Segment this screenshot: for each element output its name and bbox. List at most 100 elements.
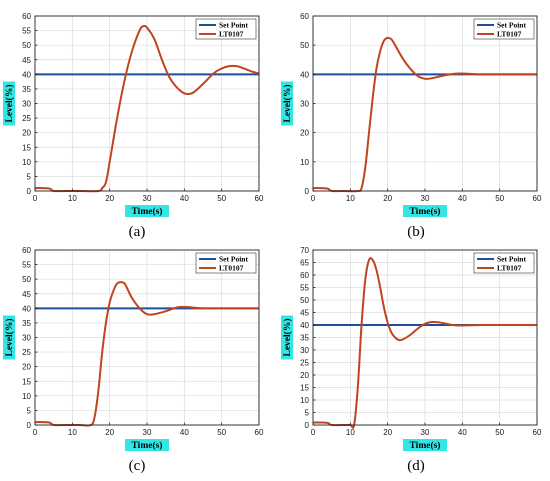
y-tick-label: 65 [300,259,309,268]
y-tick-label: 70 [300,246,309,255]
y-axis-label-highlight [3,81,15,126]
y-tick-label: 50 [22,41,31,50]
chart-panel-a: 0 10 20 30 40 50 60 0 5 10 15 20 25 30 35 40 45 50 55 60 Tim… [3,12,264,240]
chart-panel-c: 0 10 20 30 40 50 60 0 5 10 15 20 25 30 35 40 45 50 55 60 Tim… [3,246,264,474]
y-tick-label: 40 [22,304,31,313]
y-axis-label-group: Level(%) [281,81,293,126]
y-tick-label: 0 [305,421,310,430]
x-tick-label: 10 [68,428,77,437]
legend-label: Set Point [219,255,248,264]
x-tick-label: 40 [180,194,189,203]
y-tick-label: 25 [22,114,31,123]
x-tick-label: 50 [495,428,504,437]
y-tick-label: 15 [22,377,31,386]
y-tick-label: 0 [27,187,32,196]
x-tick-label: 40 [180,428,189,437]
x-tick-label: 60 [255,194,264,203]
x-axis-label-highlight [403,439,447,451]
y-tick-label: 35 [22,319,31,328]
y-axis-label: Level(%) [4,85,15,123]
x-tick-label: 40 [458,194,467,203]
x-tick-label: 20 [105,428,114,437]
y-tick-label: 60 [300,12,309,21]
y-tick-label: 20 [22,129,31,138]
x-axis-label-highlight [403,205,447,217]
x-tick-label: 20 [383,194,392,203]
y-tick-label: 50 [300,296,309,305]
y-tick-label: 30 [22,334,31,343]
x-axis-label: Time(s) [132,440,163,451]
y-axis-label: Level(%) [282,319,293,357]
y-tick-label: 20 [300,129,309,138]
y-tick-label: 45 [22,56,31,65]
chart-panel-d: 0 10 20 30 40 50 60 0 5 10 15 20 25 30 35 40 45 50 55 60 65 7… [281,246,542,474]
y-tick-label: 30 [22,100,31,109]
y-axis-label: Level(%) [4,319,15,357]
y-tick-label: 60 [300,271,309,280]
y-tick-label: 25 [300,359,309,368]
y-tick-label: 55 [22,261,31,270]
y-tick-label: 15 [300,384,309,393]
y-tick-label: 40 [300,70,309,79]
x-tick-label: 60 [533,428,542,437]
panel-caption: (b) [407,224,425,240]
y-tick-label: 5 [305,409,310,418]
y-tick-label: 35 [22,85,31,94]
y-axis-label-highlight [281,81,293,126]
legend-label: Set Point [497,21,526,30]
y-tick-label: 25 [22,348,31,357]
x-tick-label: 10 [346,428,355,437]
x-axis-label-highlight [125,205,169,217]
y-tick-label: 55 [22,27,31,36]
legend-label: LT0107 [497,264,522,273]
y-tick-label: 0 [27,421,32,430]
y-tick-label: 20 [300,371,309,380]
x-tick-label: 60 [255,428,264,437]
panel-caption: (c) [129,458,146,474]
x-axis-label: Time(s) [410,206,441,217]
y-tick-label: 10 [300,158,309,167]
y-tick-label: 5 [27,406,32,415]
x-tick-label: 20 [383,428,392,437]
legend-label: Set Point [497,255,526,264]
x-tick-label: 30 [421,428,430,437]
x-axis-label: Time(s) [410,440,441,451]
y-axis-label-group: Level(%) [3,315,15,360]
y-tick-label: 60 [22,246,31,255]
panel-caption: (a) [129,224,146,240]
y-tick-label: 45 [300,309,309,318]
y-tick-label: 5 [27,172,32,181]
x-tick-label: 40 [458,428,467,437]
y-tick-label: 55 [300,284,309,293]
y-axis-label-group: Level(%) [281,315,293,360]
x-axis-label: Time(s) [132,206,163,217]
y-tick-label: 10 [300,396,309,405]
y-tick-label: 45 [22,290,31,299]
x-tick-label: 10 [346,194,355,203]
y-axis-label: Level(%) [282,85,293,123]
x-tick-label: 30 [143,428,152,437]
y-tick-label: 50 [22,275,31,284]
panel-caption: (d) [407,458,425,474]
y-tick-label: 20 [22,363,31,372]
y-tick-label: 10 [22,158,31,167]
y-tick-label: 35 [300,334,309,343]
x-tick-label: 30 [421,194,430,203]
legend-label: Set Point [219,21,248,30]
y-tick-label: 40 [300,321,309,330]
x-tick-label: 0 [311,428,316,437]
y-tick-label: 50 [300,41,309,50]
chart-panel-b: 0 10 20 30 40 50 60 0 10 20 30 40 50 60 Time(s) Level(%… [281,12,542,240]
x-tick-label: 30 [143,194,152,203]
y-tick-label: 60 [22,12,31,21]
y-axis-label-highlight [3,315,15,360]
y-tick-label: 30 [300,346,309,355]
x-tick-label: 20 [105,194,114,203]
x-tick-label: 50 [495,194,504,203]
y-tick-label: 40 [22,70,31,79]
